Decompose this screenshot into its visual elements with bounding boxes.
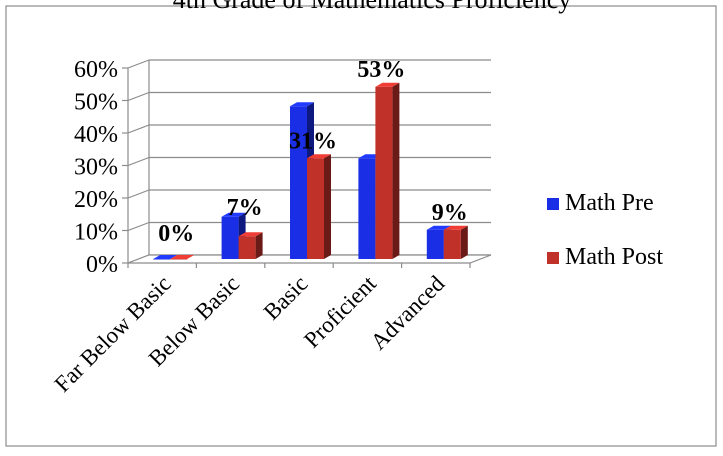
data-label: 7% xyxy=(227,195,263,221)
bar-math-post xyxy=(170,255,195,260)
bar-top xyxy=(221,212,246,217)
legend: Math Pre Math Post xyxy=(547,190,663,270)
bar-top xyxy=(307,154,331,159)
bar-top xyxy=(426,225,451,230)
gridline-depth xyxy=(127,59,150,69)
bar-front xyxy=(426,229,444,259)
data-label: 0% xyxy=(158,221,194,247)
bar-math-post xyxy=(375,82,400,259)
bar-front xyxy=(290,106,307,259)
y-tick-label: 50% xyxy=(74,90,118,116)
bar-side xyxy=(392,82,400,259)
y-tick-label: 40% xyxy=(74,122,118,148)
bar-math-post xyxy=(238,232,263,259)
bar-front xyxy=(443,229,461,259)
bar-side xyxy=(460,225,468,259)
bar-front xyxy=(358,158,376,259)
legend-item: Math Pre xyxy=(547,190,654,216)
data-labels: 0% 7% 31% 53% 9% xyxy=(158,57,468,247)
legend-swatch xyxy=(547,252,559,264)
legend-label: Math Pre xyxy=(565,190,654,216)
bar-front xyxy=(221,216,239,259)
data-label: 53% xyxy=(357,57,405,83)
bar-top xyxy=(238,232,263,237)
bar-math-post xyxy=(443,225,468,259)
bar-top xyxy=(375,82,400,87)
y-tick-label: 30% xyxy=(74,155,118,181)
bar-front xyxy=(307,158,324,259)
gridline-depth xyxy=(127,91,150,102)
y-tick-label: 60% xyxy=(74,57,118,83)
bar-front xyxy=(153,259,171,260)
y-tick-label: 10% xyxy=(74,220,118,246)
bar-top xyxy=(153,255,178,259)
bar-front xyxy=(170,259,188,260)
gridline-depth xyxy=(127,189,150,199)
bar-top xyxy=(290,102,314,107)
data-label: 31% xyxy=(289,128,337,154)
legend-label: Math Post xyxy=(565,244,663,270)
y-tick-label: 0% xyxy=(86,252,118,278)
bar-side xyxy=(255,232,263,259)
bar-front xyxy=(375,86,393,259)
gridline-depth xyxy=(127,221,150,232)
bars xyxy=(153,82,468,260)
bar-top xyxy=(170,255,195,259)
bar-top xyxy=(443,225,468,230)
chart-title: 4th Grade of Mathematics Proficiency xyxy=(173,0,572,14)
bar-side xyxy=(324,154,331,259)
bar-math-pre xyxy=(153,255,178,260)
legend-swatch xyxy=(547,198,559,210)
bar-math-post xyxy=(307,154,331,259)
data-label: 9% xyxy=(432,200,468,226)
y-tick-label: 20% xyxy=(74,187,118,213)
bar-front xyxy=(238,236,256,259)
legend-item: Math Post xyxy=(547,244,663,270)
gridline-depth xyxy=(127,156,150,167)
gridline-depth xyxy=(127,124,150,134)
